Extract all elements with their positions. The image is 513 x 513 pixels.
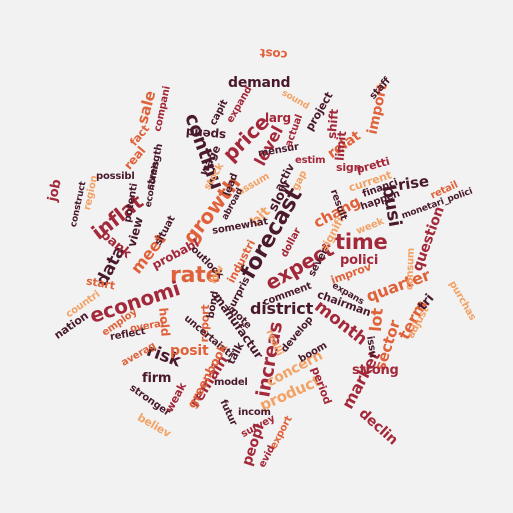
word-stronger: stronger — [127, 382, 173, 419]
word-possibl: possibl — [96, 171, 135, 182]
word-fact: fact — [127, 122, 153, 149]
word-rate: rate — [170, 263, 221, 288]
word-demand: demand — [228, 75, 291, 91]
word-cost: cost — [259, 45, 288, 63]
word-declin: declin — [355, 405, 401, 449]
word-limit: limit — [332, 130, 350, 162]
word-real: real — [121, 143, 149, 173]
word-firm: firm — [142, 371, 172, 386]
word-strong: strong — [352, 363, 399, 378]
word-model: model — [214, 377, 248, 388]
word-estim: estim — [295, 155, 326, 166]
word-posit: posit — [170, 343, 209, 359]
word-job: job — [45, 178, 65, 203]
word-larg: larg — [265, 111, 291, 125]
word-sign: sign — [336, 161, 362, 174]
word-economis: economis — [143, 160, 162, 209]
word-sound: sound — [279, 88, 311, 112]
word-spend: spend — [185, 125, 227, 143]
word-incom: incom — [238, 407, 271, 418]
word-purchas: purchas — [446, 279, 478, 323]
word-polici: polici — [340, 253, 379, 268]
word-futur: futur — [217, 398, 239, 428]
word-start: start — [85, 274, 116, 293]
word-consum: consum — [404, 247, 417, 291]
word-time: time — [335, 230, 388, 254]
word-district: district — [250, 299, 314, 318]
word-rise: rise — [396, 171, 430, 195]
